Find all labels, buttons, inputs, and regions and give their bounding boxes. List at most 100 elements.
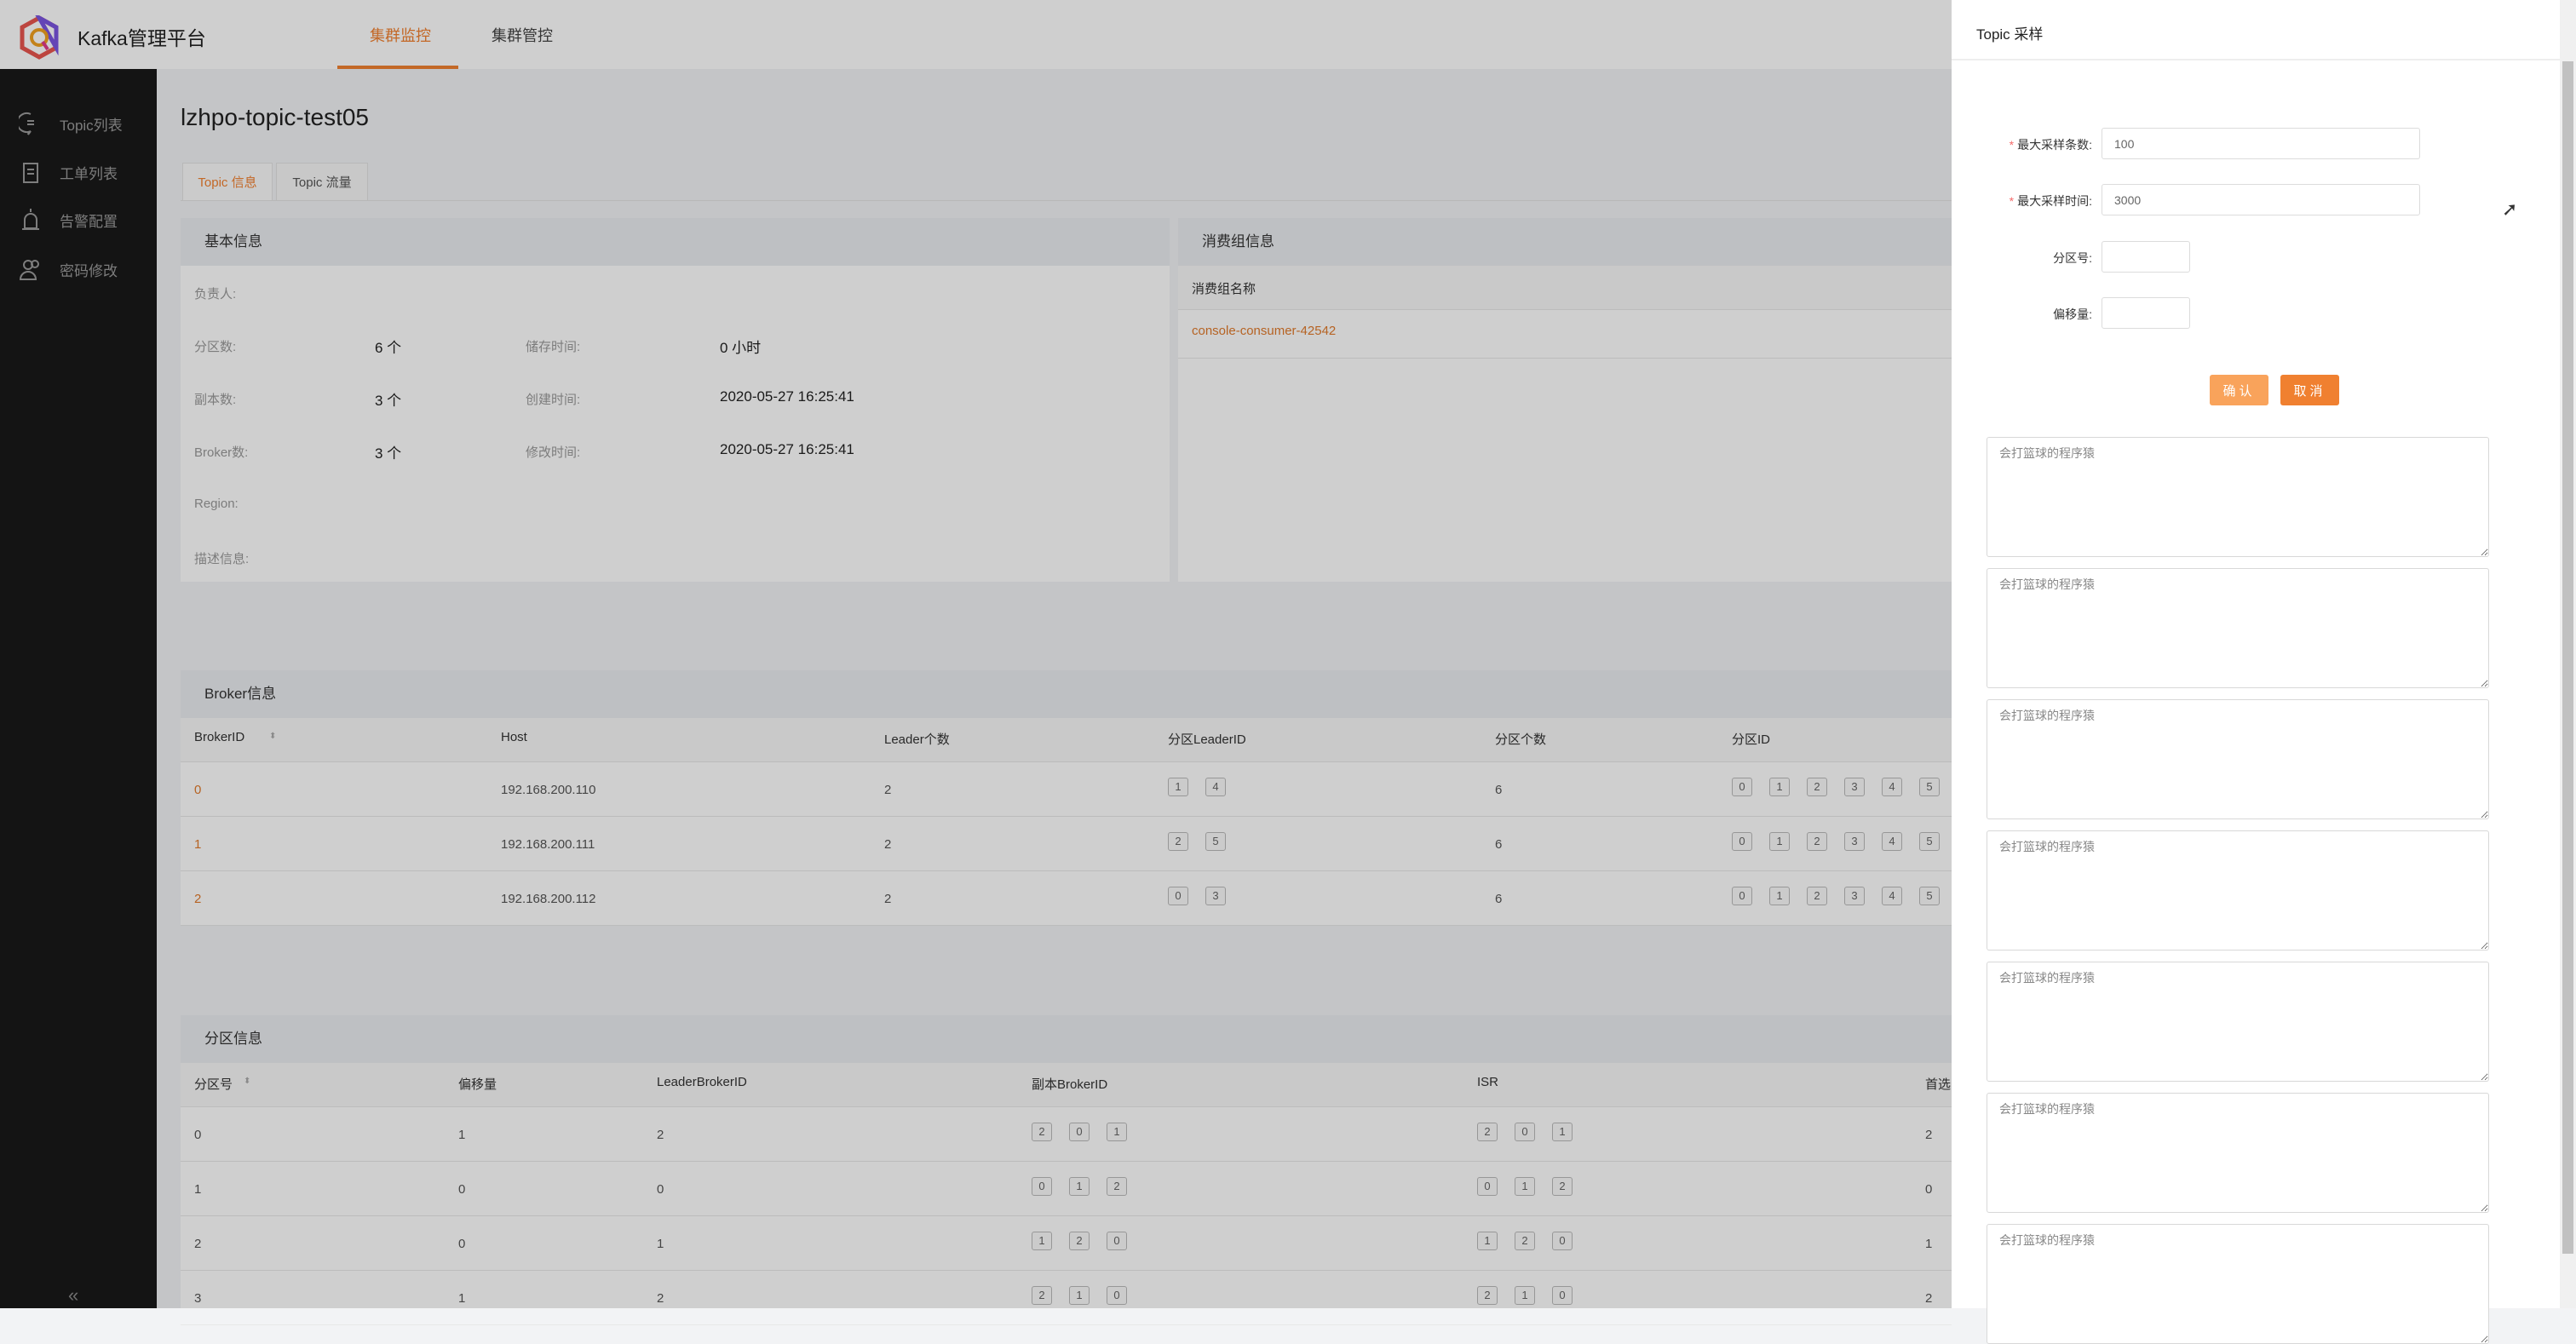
scrollbar-thumb[interactable] — [2562, 61, 2573, 1254]
kafka-logo-icon — [20, 15, 59, 60]
nav-tab-cluster-control[interactable]: 集群管控 — [492, 27, 553, 44]
nav-tab-cluster-monitor[interactable]: 集群监控 — [370, 27, 431, 44]
sidebar-item-change-password[interactable]: 密码修改 — [19, 254, 118, 284]
sample-result-textarea[interactable]: 会打篮球的程序猿 — [1987, 699, 2489, 819]
confirm-button[interactable]: 确认 — [2210, 375, 2268, 405]
column-header: 分区ID — [1732, 732, 1771, 747]
broker-id-link[interactable]: 2 — [194, 892, 202, 906]
column-header: 偏移量 — [458, 1077, 497, 1092]
broker-id-link[interactable]: 1 — [194, 837, 202, 852]
partition-tag: 0 — [1168, 887, 1188, 905]
sample-result-textarea[interactable]: 会打篮球的程序猿 — [1987, 830, 2489, 951]
sample-result-textarea[interactable]: 会打篮球的程序猿 — [1987, 568, 2489, 688]
sidebar-item-label: 密码修改 — [60, 262, 118, 279]
max-sample-time-input[interactable] — [2102, 184, 2420, 215]
leader-count: 2 — [884, 783, 892, 797]
scrollbar[interactable] — [2560, 0, 2576, 1308]
offset-input[interactable] — [2102, 297, 2190, 329]
card-title: 基本信息 — [181, 218, 1170, 266]
row-divider — [181, 925, 1952, 926]
sample-result-textarea[interactable]: 会打篮球的程序猿 — [1987, 1224, 2489, 1344]
tab-topic-traffic[interactable]: Topic 流量 — [276, 163, 368, 200]
collapse-sidebar-icon[interactable]: « — [68, 1284, 79, 1306]
row-divider — [181, 1215, 1952, 1216]
partition-offset: 0 — [458, 1237, 466, 1251]
partition-tag: 3 — [1844, 832, 1865, 851]
sidebar-item-order-list[interactable]: 工单列表 — [19, 157, 118, 187]
partition-tag: 3 — [1205, 887, 1226, 905]
broker-tag: 0 — [1069, 1123, 1090, 1141]
broker-info-card: Broker信息 BrokerID ⬍ Host Leader个数 分区LeaderID… — [181, 670, 1952, 926]
tab-topic-info[interactable]: Topic 信息 — [182, 163, 273, 200]
sample-result-textarea[interactable]: 会打篮球的程序猿 — [1987, 437, 2489, 557]
column-header: 副本BrokerID — [1032, 1077, 1108, 1092]
column-header: BrokerID — [194, 730, 245, 744]
clipboard-icon — [23, 163, 38, 183]
row-divider — [181, 816, 1952, 817]
sample-result-textarea[interactable]: 会打篮球的程序猿 — [1987, 962, 2489, 1082]
broker-tag: 0 — [1515, 1123, 1535, 1141]
field-label: 分区号: — [1922, 250, 2092, 267]
partition-count: 6 — [1495, 783, 1503, 797]
topic-sampling-drawer: Topic 采样 *最大采样条数:*最大采样时间:分区号:偏移量: 确认 取消 … — [1952, 0, 2560, 1344]
broker-tag: 2 — [1032, 1123, 1052, 1141]
sidebar-item-label: Topic列表 — [60, 117, 123, 134]
column-header: Leader个数 — [884, 732, 950, 747]
field-label-text: 最大采样时间: — [2017, 194, 2092, 208]
sidebar-item-topic-list[interactable]: Topic列表 — [19, 108, 123, 139]
retention-label: 储存时间: — [526, 340, 581, 354]
partition-id: 0 — [194, 1128, 202, 1142]
sidebar-item-label: 告警配置 — [60, 213, 118, 230]
broker-host: 192.168.200.111 — [501, 837, 595, 852]
broker-tag: 0 — [1107, 1232, 1127, 1250]
broker-tag: 2 — [1477, 1286, 1498, 1305]
partition-tag: 1 — [1769, 778, 1790, 796]
card-title: 分区信息 — [181, 1015, 1952, 1063]
modified-label: 修改时间: — [526, 445, 581, 460]
broker-tag: 2 — [1069, 1232, 1090, 1250]
sidebar-item-alarm-config[interactable]: 告警配置 — [19, 204, 118, 235]
broker-tag: 2 — [1515, 1232, 1535, 1250]
row-divider — [1178, 358, 1952, 359]
field-label: * 最大采样时间: — [1922, 192, 2092, 210]
broker-tag: 1 — [1515, 1286, 1535, 1305]
preferred-leader: 2 — [1925, 1128, 1933, 1142]
retention-value: 0 小时 — [720, 340, 762, 356]
broker-id-link[interactable]: 0 — [194, 783, 202, 797]
partition-number-input[interactable] — [2102, 241, 2190, 273]
users-icon — [19, 260, 39, 280]
partition-tag: 5 — [1919, 887, 1940, 905]
field-label: * 最大采样条数: — [1922, 136, 2092, 153]
partitions-value: 6 个 — [375, 340, 402, 356]
partition-tag: 2 — [1807, 778, 1827, 796]
column-header: LeaderBrokerID — [657, 1075, 747, 1089]
broker-tag: 1 — [1515, 1177, 1535, 1196]
preferred-leader: 2 — [1925, 1291, 1933, 1306]
sample-result-textarea[interactable]: 会打篮球的程序猿 — [1987, 1093, 2489, 1213]
leader-broker-id: 2 — [657, 1128, 664, 1142]
cancel-button[interactable]: 取消 — [2280, 375, 2339, 405]
sort-icon[interactable]: ⬍ — [244, 1077, 251, 1086]
broker-tag: 2 — [1552, 1177, 1573, 1196]
leader-broker-id: 2 — [657, 1291, 664, 1306]
row-divider — [181, 870, 1952, 871]
field-label-text: 最大采样条数: — [2017, 138, 2092, 152]
consumer-group-link[interactable]: console-consumer-42542 — [1192, 324, 1337, 338]
app-title: Kafka管理平台 — [78, 27, 206, 49]
leader-count: 2 — [884, 892, 892, 906]
broker-tag: 0 — [1107, 1286, 1127, 1305]
table-header-row — [181, 718, 1952, 762]
broker-host: 192.168.200.112 — [501, 892, 596, 906]
sort-icon[interactable]: ⬍ — [269, 732, 277, 741]
max-sample-count-input[interactable] — [2102, 128, 2420, 159]
drawer-title: Topic 采样 — [1976, 26, 2044, 43]
created-label: 创建时间: — [526, 393, 581, 407]
broker-tag: 2 — [1477, 1123, 1498, 1141]
partitions-label: 分区数: — [194, 340, 237, 354]
field-label-text: 分区号: — [2053, 251, 2092, 265]
